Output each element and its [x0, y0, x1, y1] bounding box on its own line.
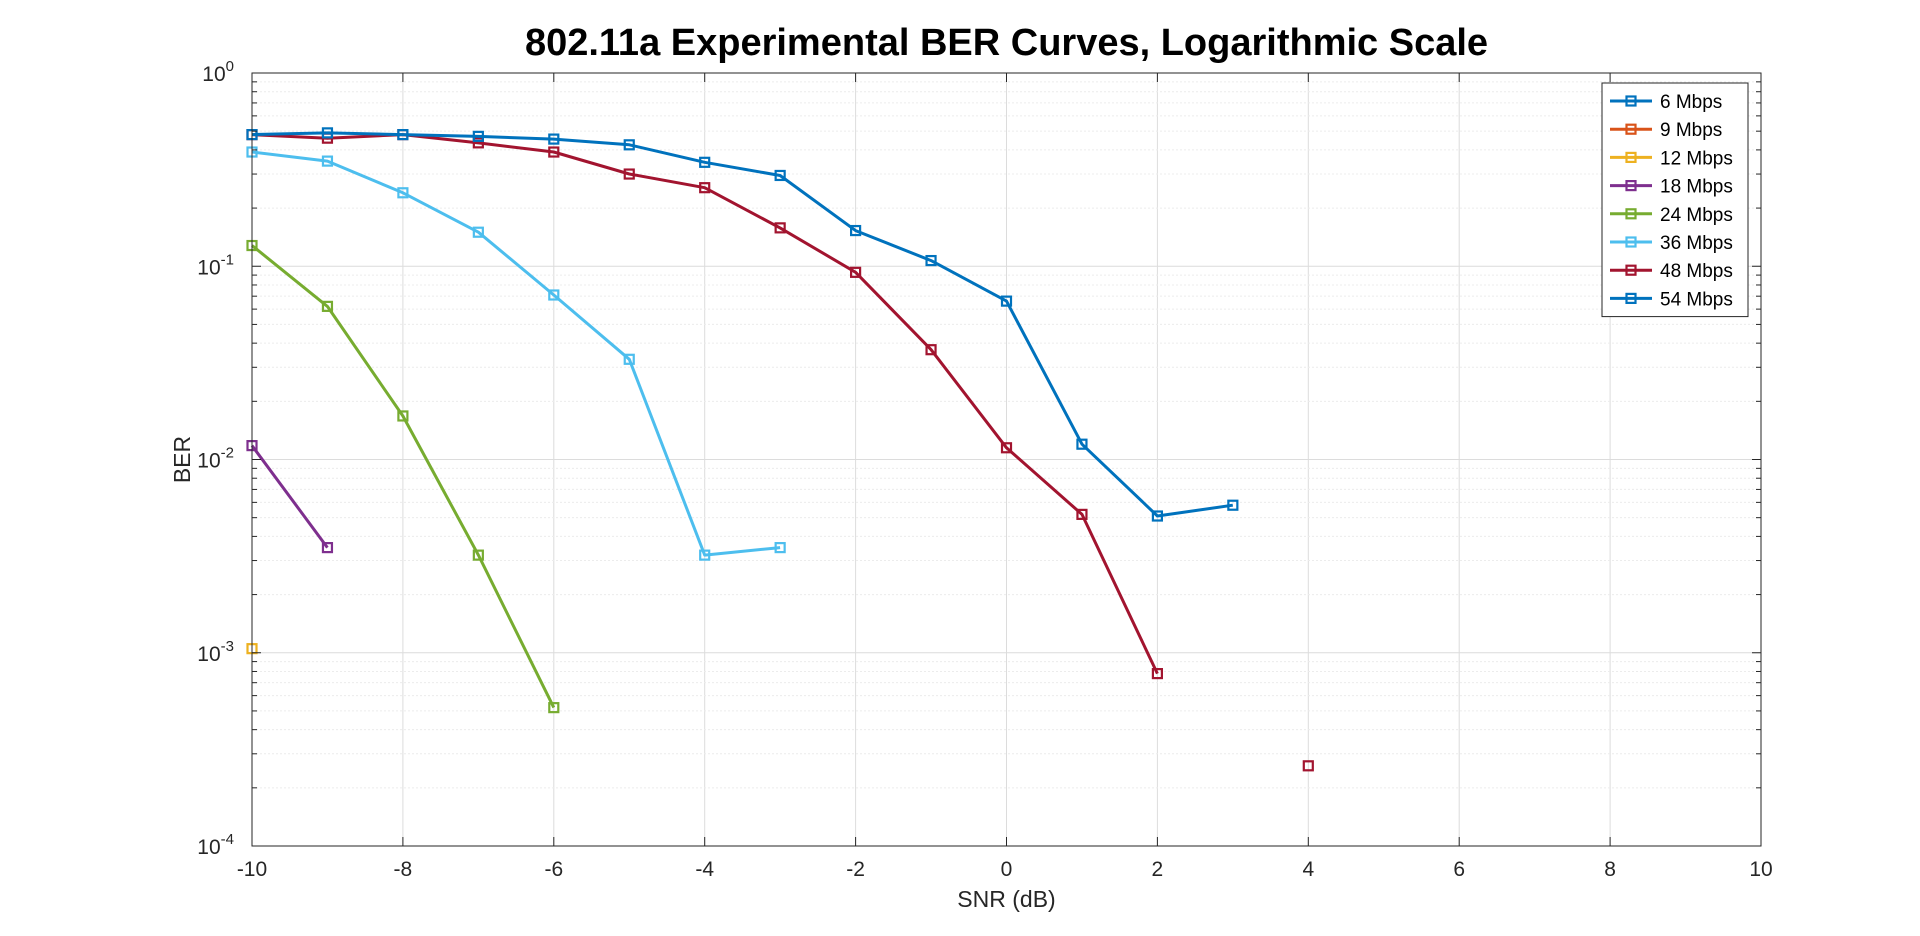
x-tick-label: -4: [695, 858, 714, 881]
data-point-marker: [1227, 499, 1239, 511]
grid: [251, 72, 1762, 847]
legend-item[interactable]: 48 Mbps: [1610, 261, 1733, 282]
legend-marker: [1625, 208, 1637, 220]
data-point-marker: [925, 254, 937, 267]
legend-label: 54 Mbps: [1660, 289, 1733, 310]
x-tick-label: 10: [1749, 858, 1772, 881]
x-tick-label: 8: [1604, 858, 1616, 881]
data-point-marker: [623, 353, 635, 365]
data-point-marker: [774, 222, 786, 234]
x-tick-label: 6: [1453, 858, 1465, 881]
data-point-marker: [472, 226, 484, 238]
legend-box: [1601, 82, 1749, 318]
y-tick-label: 10-3: [197, 638, 234, 666]
data-point-marker: [321, 300, 334, 312]
data-point-marker: [1000, 295, 1013, 307]
data-point-marker: [925, 344, 937, 356]
legend-item[interactable]: 36 Mbps: [1610, 233, 1733, 254]
series-line: [250, 444, 329, 549]
y-tick-label: 10-4: [197, 831, 234, 859]
legend[interactable]: 6 Mbps 9 Mbps 12 Mbps 18 Mbps 24 Mbps 36 Mbps…: [1601, 82, 1749, 318]
data-point-marker: [774, 169, 786, 182]
legend-marker: [1625, 95, 1637, 107]
data-point-marker: [321, 542, 334, 554]
legend-marker: [1625, 236, 1637, 248]
data-point-marker: [849, 266, 862, 278]
legend-item[interactable]: 12 Mbps: [1610, 148, 1733, 169]
legend-marker: [1625, 264, 1637, 276]
series-layer: [246, 127, 1314, 772]
data-point-marker: [321, 155, 334, 167]
x-tick-label: -6: [544, 858, 563, 881]
legend-label: 12 Mbps: [1660, 148, 1733, 169]
legend-label: 24 Mbps: [1660, 205, 1733, 226]
series-line: [251, 131, 1234, 518]
data-point-marker: [1076, 438, 1088, 450]
legend-item[interactable]: 24 Mbps: [1610, 205, 1733, 226]
data-point-marker: [1000, 442, 1013, 454]
series-line: [251, 150, 781, 557]
data-point-marker: [548, 133, 560, 145]
data-point-marker: [321, 127, 334, 139]
legend-label: 48 Mbps: [1660, 261, 1733, 282]
legend-marker: [1625, 151, 1637, 163]
data-point-marker: [548, 702, 560, 714]
y-axis-label: BER: [169, 436, 195, 483]
data-point-marker: [397, 129, 409, 141]
data-point-marker: [397, 187, 409, 199]
x-tick-label: 2: [1152, 858, 1164, 881]
data-point-marker: [774, 542, 786, 554]
legend-item[interactable]: 54 Mbps: [1610, 289, 1733, 310]
legend-item[interactable]: 6 Mbps: [1610, 92, 1722, 113]
legend-marker: [1625, 180, 1637, 192]
data-point-marker: [1151, 668, 1164, 680]
x-tick-label: 0: [1001, 858, 1013, 881]
data-point-marker: [849, 224, 862, 237]
data-point-marker: [397, 410, 409, 422]
legend-item[interactable]: 9 Mbps: [1610, 120, 1722, 141]
data-point-marker: [699, 549, 711, 561]
chart-title: 802.11a Experimental BER Curves, Logarit…: [525, 22, 1488, 64]
data-point-marker: [472, 549, 484, 561]
data-point-marker: [623, 168, 635, 180]
x-axis-label: SNR (dB): [957, 886, 1055, 912]
data-point-marker: [1302, 760, 1314, 772]
series-54-mbps: [246, 127, 1239, 522]
x-tick-label: 4: [1302, 858, 1314, 881]
data-point-marker: [548, 146, 560, 158]
x-tick-label: -8: [394, 858, 413, 881]
data-point-marker: [472, 137, 484, 149]
ticks: -10 -8 -6 -4 -2 0 2 4 6 8 10 10-4 10-3 10-2 10-1 100: [197, 58, 1772, 881]
data-point-marker: [699, 156, 711, 168]
x-tick-label: -2: [846, 858, 865, 881]
legend-label: 9 Mbps: [1660, 120, 1722, 141]
data-point-marker: [1076, 508, 1088, 520]
series-24-mbps: [246, 239, 560, 714]
legend-label: 36 Mbps: [1660, 233, 1733, 254]
data-point-marker: [472, 130, 484, 142]
legend-label: 6 Mbps: [1660, 92, 1722, 113]
x-tick-label: -10: [237, 858, 267, 881]
legend-marker: [1625, 123, 1637, 135]
series-line: [251, 244, 556, 709]
legend-marker: [1625, 292, 1637, 304]
y-tick-label: 100: [202, 58, 234, 86]
y-tick-label: 10-1: [197, 251, 234, 279]
legend-label: 18 Mbps: [1660, 177, 1733, 198]
legend-item[interactable]: 18 Mbps: [1610, 177, 1733, 198]
data-point-marker: [623, 139, 635, 151]
data-point-marker: [699, 182, 711, 194]
data-point-marker: [548, 289, 560, 301]
y-tick-label: 10-2: [197, 445, 234, 473]
data-point-marker: [1151, 510, 1164, 522]
